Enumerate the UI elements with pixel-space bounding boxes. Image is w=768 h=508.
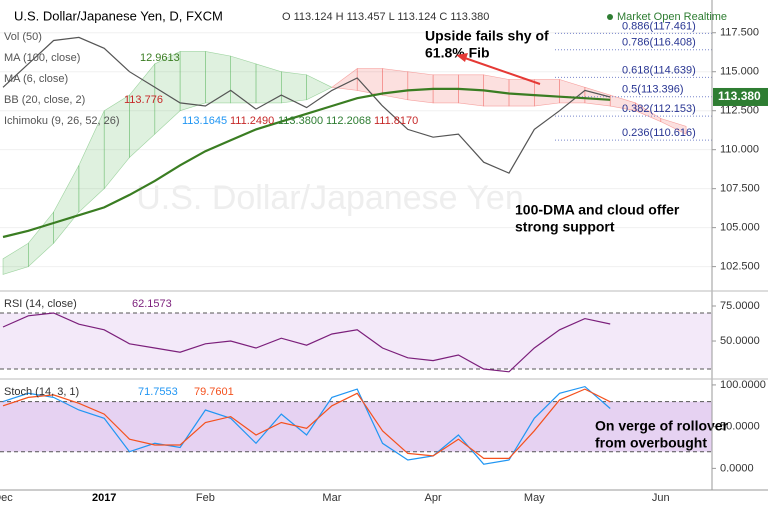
cloud-segment xyxy=(179,51,206,112)
ichimoku-value: 112.2068 xyxy=(326,115,371,127)
y-tick-label: 110.000 xyxy=(720,144,759,156)
annotation: 61.8% Fib xyxy=(425,45,490,61)
ichimoku-value: 113.1645 xyxy=(182,115,227,127)
market-status: Market Open Realtime xyxy=(617,11,727,23)
indicator-label: BB (20, close, 2) xyxy=(4,94,85,106)
fib-label: 0.786(116.408) xyxy=(622,37,696,49)
cloud-segment xyxy=(205,51,231,104)
x-tick-label: Apr xyxy=(425,492,442,504)
cloud-segment xyxy=(660,118,687,135)
watermark: U.S. Dollar/Japanese Yen xyxy=(136,179,523,217)
y-tick-label: 50.0000 xyxy=(720,335,760,347)
y-tick-label: 107.500 xyxy=(720,183,760,195)
ichimoku-value: 111.2490 xyxy=(230,115,274,127)
fib-label: 0.886(117.461) xyxy=(622,20,696,32)
y-tick-label: 105.000 xyxy=(720,222,760,234)
y-tick-label: 117.500 xyxy=(720,27,759,39)
indicator-label: MA (100, close) xyxy=(4,52,80,64)
indicator-label: Ichimoku (9, 26, 52, 26) xyxy=(4,115,120,127)
series-line xyxy=(2,388,611,459)
series-line xyxy=(2,87,611,239)
cloud-segment xyxy=(306,74,333,101)
x-tick-label: Jun xyxy=(652,492,670,504)
status-dot xyxy=(607,14,613,20)
plot-layer: 102.500 105.000 107.500 110.000 112.500 115.0… xyxy=(0,20,768,504)
arrow xyxy=(461,56,541,85)
indicator-value: 113.776 xyxy=(124,94,163,106)
arrow-head xyxy=(456,53,468,62)
cloud-segment xyxy=(230,55,257,104)
fib-label: 0.382(112.153) xyxy=(622,103,696,115)
pane-title: Stoch (14, 3, 1) xyxy=(4,386,79,398)
ichimoku-value: 113.3800 xyxy=(278,115,323,127)
y-tick-label: 50.0000 xyxy=(720,421,760,433)
y-tick-label: 112.500 xyxy=(720,105,759,117)
x-tick-label: 2017 xyxy=(92,492,116,504)
value-label: 71.7553 xyxy=(138,386,178,398)
indicator-value: 12.9613 xyxy=(140,52,180,64)
series-line xyxy=(2,312,611,373)
chart-title: U.S. Dollar/Japanese Yen, D, FXCM xyxy=(14,8,223,23)
fib-label: 0.236(110.616) xyxy=(622,127,696,139)
pane-title: RSI (14, close) xyxy=(4,298,77,310)
band-fill xyxy=(0,313,712,370)
value-label: 62.1573 xyxy=(132,298,172,310)
annotation: On verge of rollover xyxy=(595,418,729,434)
cloud-segment xyxy=(382,68,409,101)
y-tick-label: 102.500 xyxy=(720,261,760,273)
ichimoku-value: 111.8170 xyxy=(374,115,418,127)
annotation: from overbought xyxy=(595,435,707,451)
y-tick-label: 0.0000 xyxy=(720,462,754,474)
fib-label: 0.5(113.396) xyxy=(622,84,684,96)
fib-label: 0.618(114.639) xyxy=(622,64,696,76)
annotation: Upside fails shy of xyxy=(425,28,549,44)
series-line xyxy=(2,36,611,174)
y-tick-label: 75.0000 xyxy=(720,300,760,312)
value-label: 79.7601 xyxy=(194,386,234,398)
last-price-label: 113.380 xyxy=(718,89,761,103)
band-fill xyxy=(0,401,712,452)
x-tick-label: Mar xyxy=(322,492,341,504)
indicator-label: Vol (50) xyxy=(4,31,42,43)
annotation: 100-DMA and cloud offer xyxy=(515,202,680,218)
x-tick-label: Dec xyxy=(0,492,13,504)
indicator-label: MA (6, close) xyxy=(4,73,68,85)
cloud-segment xyxy=(280,71,307,104)
series-line xyxy=(2,385,611,465)
y-tick-label: 100.0000 xyxy=(720,379,766,391)
annotation: strong support xyxy=(515,219,615,235)
last-price-tag xyxy=(713,87,768,106)
x-tick-label: May xyxy=(524,492,545,504)
y-tick-label: 115.000 xyxy=(720,66,759,78)
ohlc: O 113.124 H 113.457 L 113.124 C 113.380 xyxy=(282,11,489,23)
cloud-segment xyxy=(407,71,434,104)
x-tick-label: Feb xyxy=(196,492,215,504)
